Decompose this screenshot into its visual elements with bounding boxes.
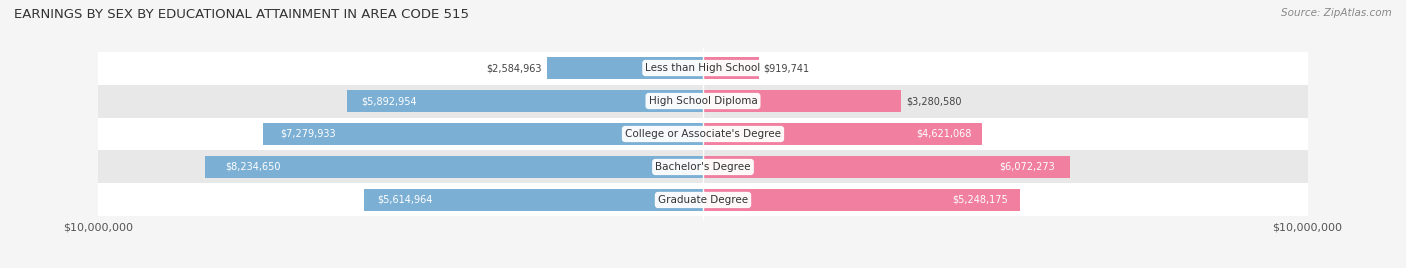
Bar <box>703 189 1021 211</box>
Text: $3,280,580: $3,280,580 <box>907 96 962 106</box>
Text: Source: ZipAtlas.com: Source: ZipAtlas.com <box>1281 8 1392 18</box>
Text: $7,279,933: $7,279,933 <box>280 129 336 139</box>
Bar <box>347 90 703 112</box>
Bar <box>98 84 1308 117</box>
Text: $6,072,273: $6,072,273 <box>1000 162 1056 172</box>
Text: $5,614,964: $5,614,964 <box>377 195 433 205</box>
Bar <box>98 117 1308 151</box>
Bar <box>703 57 759 79</box>
Bar <box>703 156 1070 178</box>
Bar <box>364 189 703 211</box>
Text: $4,621,068: $4,621,068 <box>915 129 972 139</box>
Text: $5,892,954: $5,892,954 <box>361 96 416 106</box>
Text: EARNINGS BY SEX BY EDUCATIONAL ATTAINMENT IN AREA CODE 515: EARNINGS BY SEX BY EDUCATIONAL ATTAINMEN… <box>14 8 470 21</box>
Bar <box>703 90 901 112</box>
Bar <box>703 123 983 145</box>
Bar <box>547 57 703 79</box>
Text: $8,234,650: $8,234,650 <box>225 162 281 172</box>
Bar <box>263 123 703 145</box>
Text: College or Associate's Degree: College or Associate's Degree <box>626 129 780 139</box>
Text: Bachelor's Degree: Bachelor's Degree <box>655 162 751 172</box>
Text: $5,248,175: $5,248,175 <box>952 195 1008 205</box>
Bar <box>98 51 1308 84</box>
Text: $919,741: $919,741 <box>763 63 810 73</box>
Text: High School Diploma: High School Diploma <box>648 96 758 106</box>
Bar <box>98 151 1308 184</box>
Text: Graduate Degree: Graduate Degree <box>658 195 748 205</box>
Bar <box>98 184 1308 217</box>
Bar <box>205 156 703 178</box>
Text: Less than High School: Less than High School <box>645 63 761 73</box>
Text: $2,584,963: $2,584,963 <box>486 63 541 73</box>
